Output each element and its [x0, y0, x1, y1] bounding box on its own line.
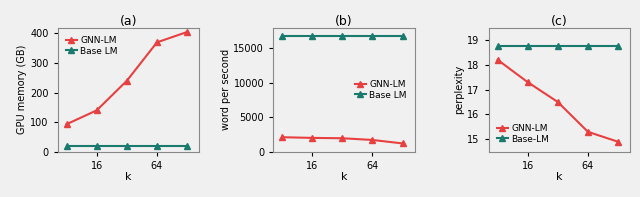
Y-axis label: GPU memory (GB): GPU memory (GB) [17, 45, 28, 134]
Line: GNN-LM: GNN-LM [64, 29, 190, 127]
GNN-LM [584, 131, 592, 133]
Base LM [278, 35, 286, 37]
X-axis label: k: k [340, 172, 348, 182]
GNN-LM [399, 142, 406, 145]
Line: Base LM: Base LM [279, 33, 405, 39]
GNN-LM [93, 109, 100, 112]
Base LM [399, 35, 406, 37]
Title: (b): (b) [335, 15, 353, 28]
GNN-LM [278, 136, 286, 138]
Title: (a): (a) [120, 15, 137, 28]
Y-axis label: perplexity: perplexity [454, 65, 465, 114]
Line: Base-LM: Base-LM [495, 43, 621, 49]
Line: GNN-LM: GNN-LM [495, 57, 621, 145]
Base-LM [554, 45, 562, 47]
GNN-LM [63, 123, 70, 125]
Legend: GNN-LM, Base LM: GNN-LM, Base LM [62, 32, 122, 59]
GNN-LM [339, 137, 346, 139]
GNN-LM [554, 101, 562, 103]
GNN-LM [524, 81, 532, 83]
GNN-LM [153, 41, 161, 44]
Legend: GNN-LM, Base LM: GNN-LM, Base LM [351, 76, 410, 103]
Base LM [153, 145, 161, 148]
Base LM [63, 145, 70, 148]
GNN-LM [308, 137, 316, 139]
Line: Base LM: Base LM [64, 144, 190, 149]
GNN-LM [183, 31, 191, 33]
Base LM [339, 35, 346, 37]
Base LM [183, 145, 191, 148]
Base LM [308, 35, 316, 37]
Title: (c): (c) [551, 15, 568, 28]
X-axis label: k: k [556, 172, 563, 182]
Base-LM [584, 45, 592, 47]
Base-LM [494, 45, 502, 47]
Base LM [93, 145, 100, 148]
Y-axis label: word per second: word per second [221, 49, 230, 130]
Base LM [123, 145, 131, 148]
X-axis label: k: k [125, 172, 132, 182]
Legend: GNN-LM, Base-LM: GNN-LM, Base-LM [493, 120, 553, 147]
GNN-LM [369, 139, 376, 141]
Line: GNN-LM: GNN-LM [279, 134, 405, 146]
GNN-LM [494, 59, 502, 61]
GNN-LM [614, 141, 622, 143]
GNN-LM [123, 80, 131, 82]
Base-LM [524, 45, 532, 47]
Base LM [369, 35, 376, 37]
Base-LM [614, 45, 622, 47]
